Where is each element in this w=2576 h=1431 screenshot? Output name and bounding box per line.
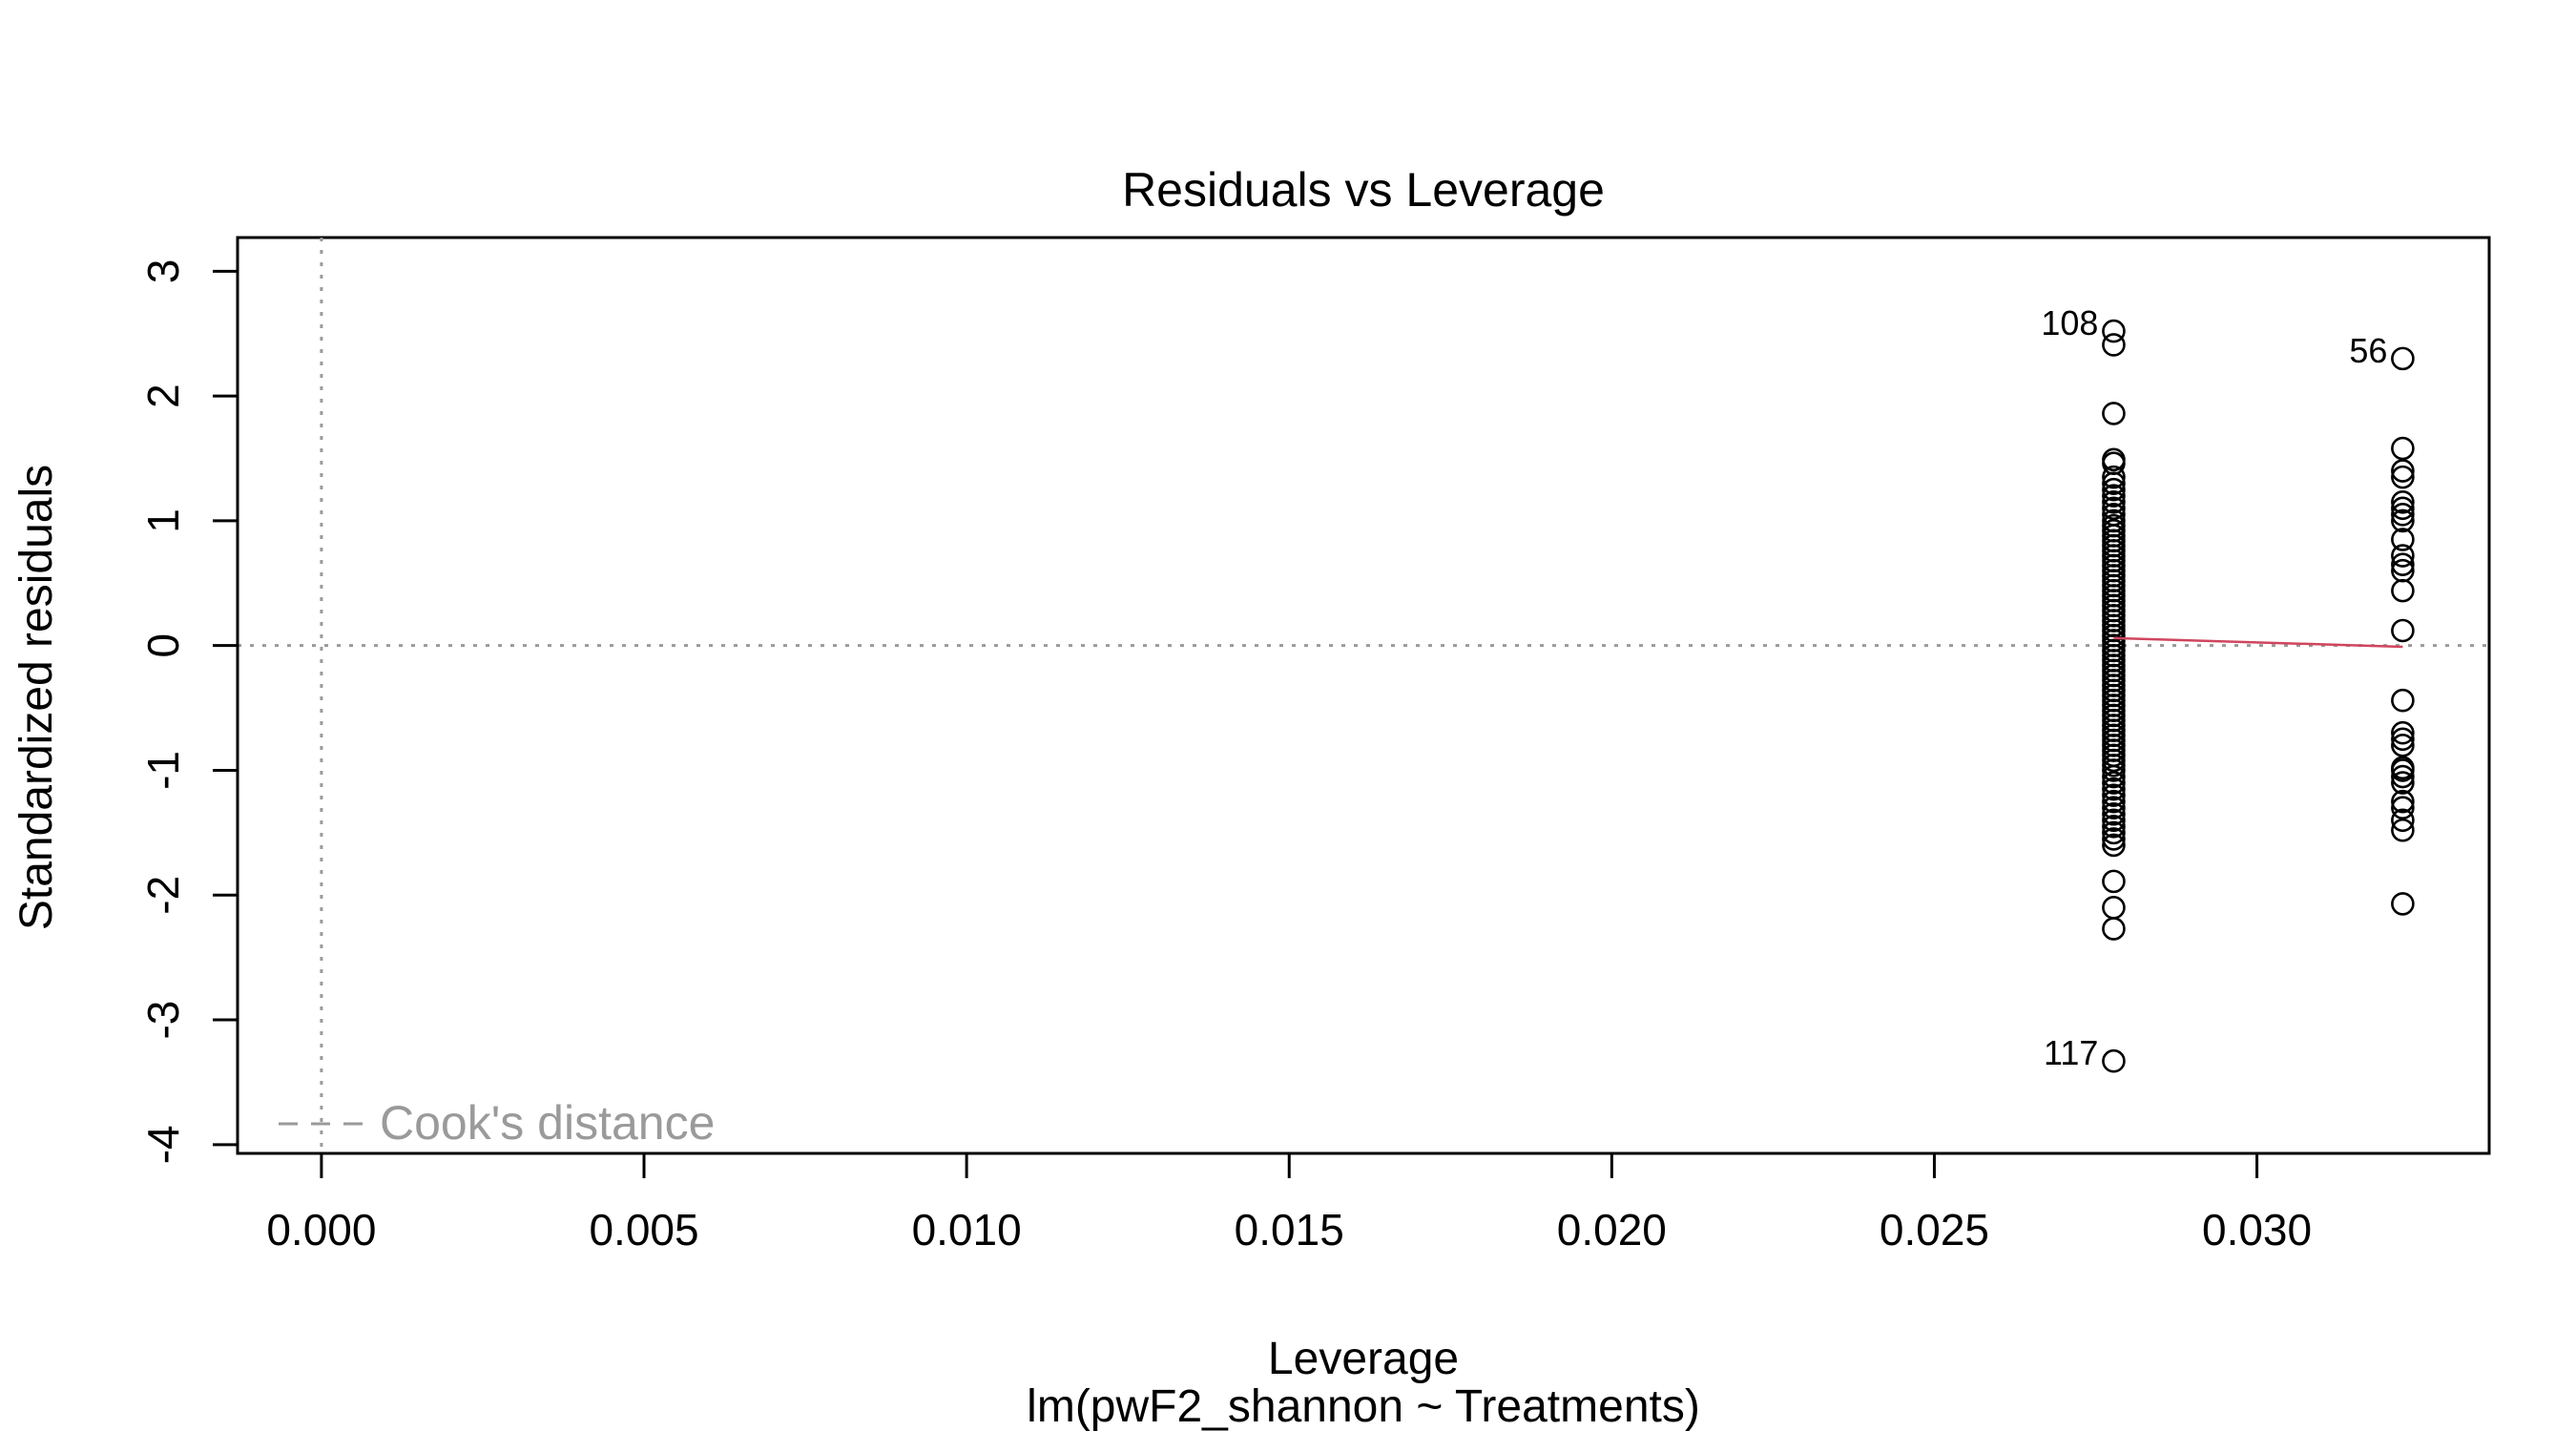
x-tick-label: 0.005 — [589, 1205, 698, 1255]
data-point — [2391, 508, 2415, 533]
data-point — [2391, 503, 2415, 527]
outlier-label: 108 — [2041, 303, 2098, 342]
legend-label: Cook's distance — [380, 1096, 715, 1150]
y-axis-label: Standardized residuals — [11, 465, 62, 930]
data-point — [2102, 484, 2126, 508]
data-point — [2391, 789, 2415, 814]
data-point — [2102, 471, 2126, 495]
x-axis-label: Leverage — [1268, 1334, 1459, 1384]
data-point — [2102, 465, 2126, 489]
data-point — [2102, 333, 2126, 357]
data-point — [2102, 764, 2126, 789]
y-tick-label: 2 — [138, 384, 188, 408]
data-point — [2102, 771, 2126, 795]
data-point — [2391, 346, 2415, 371]
data-point — [2102, 820, 2126, 845]
data-point — [2391, 544, 2415, 568]
data-point — [2391, 618, 2415, 643]
data-point — [2391, 818, 2415, 842]
data-point — [2102, 808, 2126, 833]
y-tick-label: -3 — [138, 1001, 188, 1040]
y-tick-label: -1 — [138, 751, 188, 790]
data-point — [2102, 496, 2126, 521]
x-tick-label: 0.015 — [1235, 1205, 1344, 1255]
data-point — [2102, 917, 2126, 941]
data-point — [2391, 436, 2415, 461]
y-tick-label: -2 — [138, 876, 188, 915]
x-tick-label: 0.010 — [912, 1205, 1022, 1255]
y-tick-label: 1 — [138, 508, 188, 533]
data-point — [2391, 727, 2415, 752]
data-point — [2391, 720, 2415, 745]
data-point — [2391, 459, 2415, 483]
smooth-line — [2113, 636, 2403, 649]
plot-area: 0.000 0.005 0.010 0.015 0.020 0.025 0.030 -4 -3 -… — [138, 236, 2491, 1255]
data-point — [2391, 552, 2415, 576]
data-point — [2391, 892, 2415, 916]
data-point — [2102, 477, 2126, 502]
data-point — [2102, 402, 2126, 425]
plot-frame — [236, 236, 2491, 1155]
y-tick-label: 0 — [138, 633, 188, 658]
data-point — [2391, 489, 2415, 514]
data-point — [2102, 827, 2126, 851]
data-point — [2102, 833, 2126, 858]
data-point — [2102, 815, 2126, 839]
x-axis-subtitle: lm(pwF2_shannon ~ Treatments) — [1027, 1381, 1700, 1431]
outlier-label: 56 — [2349, 331, 2387, 370]
data-point — [2391, 578, 2415, 603]
data-point — [2102, 489, 2126, 514]
x-tick-label: 0.000 — [266, 1205, 376, 1255]
data-point — [2102, 1048, 2126, 1073]
data-point — [2391, 764, 2415, 789]
data-point — [2102, 789, 2126, 814]
data-point — [2102, 796, 2126, 820]
outlier-label: 117 — [2044, 1033, 2098, 1072]
x-tick-label: 0.030 — [2202, 1205, 2312, 1255]
data-point — [2391, 734, 2415, 757]
data-point — [2102, 896, 2126, 920]
x-tick-label: 0.020 — [1557, 1205, 1667, 1255]
data-point — [2391, 688, 2415, 713]
data-point — [2391, 465, 2415, 489]
y-tick-label: -4 — [138, 1125, 188, 1164]
data-point — [2391, 796, 2415, 820]
data-point — [2102, 783, 2126, 807]
data-point — [2102, 869, 2126, 894]
data-point — [2102, 801, 2126, 826]
data-point — [2391, 771, 2415, 795]
data-point — [2102, 758, 2126, 782]
data-point — [2391, 808, 2415, 833]
data-point — [2102, 319, 2126, 343]
y-tick-label: 3 — [138, 259, 188, 284]
data-point — [2102, 777, 2126, 801]
data-point — [2391, 758, 2415, 782]
data-point — [2391, 528, 2415, 551]
data-point — [2391, 496, 2415, 521]
chart-title: Residuals vs Leverage — [1122, 163, 1605, 217]
x-tick-label: 0.025 — [1880, 1205, 1989, 1255]
